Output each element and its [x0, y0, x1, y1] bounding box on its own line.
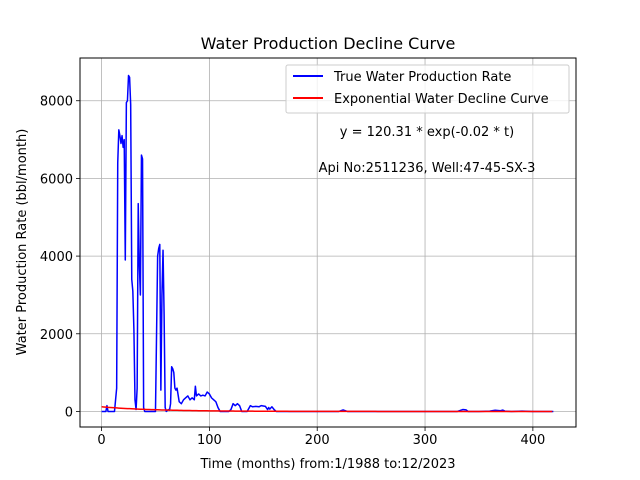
x-tick-label: 0 — [97, 433, 105, 448]
well-annotation: Api No:2511236, Well:47-45-SX-3 — [319, 161, 536, 176]
y-tick-label: 0 — [65, 405, 73, 420]
legend: True Water Production Rate Exponential W… — [285, 64, 570, 114]
x-axis: 0 100 200 300 400 — [97, 427, 545, 448]
x-tick-label: 200 — [305, 433, 330, 448]
y-tick-label: 4000 — [40, 250, 73, 265]
y-tick-label: 8000 — [40, 95, 73, 110]
legend-box — [285, 64, 570, 114]
x-tick-label: 400 — [520, 433, 545, 448]
legend-label-decline-curve: Exponential Water Decline Curve — [334, 92, 549, 107]
y-tick-label: 6000 — [40, 172, 73, 187]
y-tick-label: 2000 — [40, 328, 73, 343]
chart-title: Water Production Decline Curve — [201, 34, 456, 53]
y-axis: 0 2000 4000 6000 8000 — [40, 95, 80, 420]
x-axis-label: Time (months) from:1/1988 to:12/2023 — [199, 457, 455, 472]
plot-frame — [79, 57, 577, 428]
equation-annotation: y = 120.31 * exp(-0.02 * t) — [340, 125, 514, 140]
x-tick-label: 300 — [413, 433, 438, 448]
legend-label-true-rate: True Water Production Rate — [333, 70, 511, 85]
x-tick-label: 100 — [197, 433, 222, 448]
plot-lines — [101, 74, 554, 413]
y-axis-label: Water Production Rate (bbl/month) — [15, 129, 30, 356]
series-line-exponential-water-decline-curve — [101, 406, 553, 413]
